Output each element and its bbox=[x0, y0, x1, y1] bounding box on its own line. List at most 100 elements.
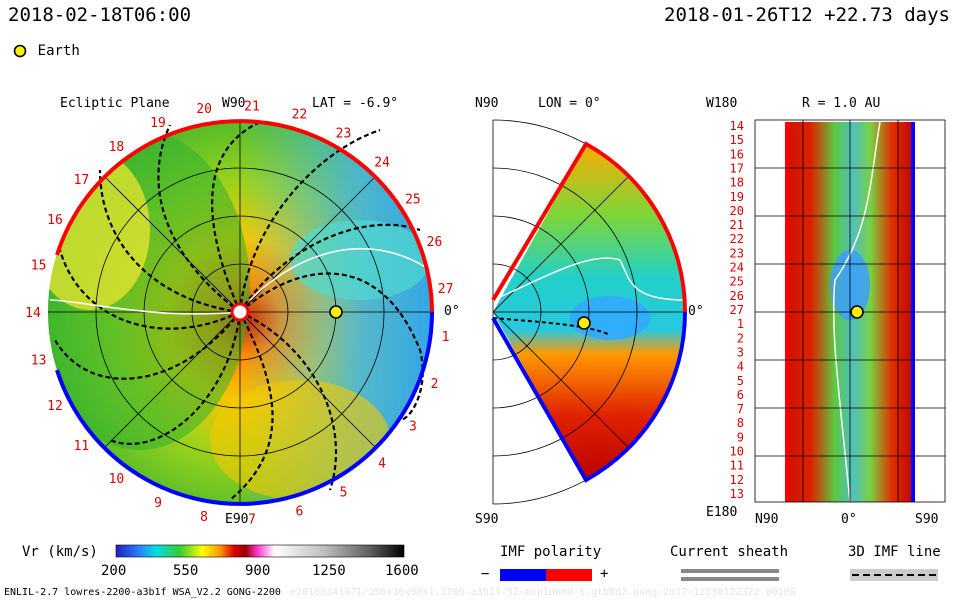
ecliptic-plane-panel bbox=[48, 119, 434, 506]
meridional-bottom-label: S90 bbox=[475, 512, 499, 527]
ecliptic-ring-label: 8 bbox=[200, 510, 208, 525]
imf-polarity-bar bbox=[500, 569, 592, 581]
radial-row-label: 1 bbox=[737, 317, 744, 331]
ecliptic-ring-label: 12 bbox=[47, 399, 63, 414]
earth-marker-radial bbox=[850, 305, 864, 319]
imf3d-title: 3D IMF line bbox=[848, 544, 941, 560]
radial-row-label: 6 bbox=[737, 388, 744, 402]
run-info: 2018-01-26T12 +22.73 days bbox=[664, 4, 950, 26]
radial-row-label: 5 bbox=[737, 374, 744, 388]
meridional-right-label: 0° bbox=[688, 304, 704, 319]
colorbar-tick-900: 900 bbox=[245, 563, 271, 579]
earth-legend-label: Earth bbox=[37, 43, 80, 59]
radial-row-label: 21 bbox=[730, 218, 744, 232]
ecliptic-ring-label: 11 bbox=[74, 439, 90, 454]
ecliptic-ring-label: 17 bbox=[74, 173, 90, 188]
model-info: ENLIL-2.7 lowres-2200-a3b1f WSA_V2.2 GON… bbox=[4, 587, 281, 598]
ecliptic-ring-label: 14 bbox=[25, 306, 41, 321]
radial-row-label: 14 bbox=[730, 119, 744, 133]
faded-run-info: e20180341071/256x30x90x1.2200-a3b1f-52-m… bbox=[290, 587, 796, 598]
ecliptic-ring-label: 27 bbox=[438, 282, 454, 297]
ecliptic-lat-label: LAT = -6.9° bbox=[312, 96, 399, 111]
radial-row-label: 19 bbox=[730, 190, 744, 204]
imf-minus-label: − bbox=[481, 566, 490, 582]
ecliptic-ring-label: 10 bbox=[109, 472, 125, 487]
ecliptic-ring-label: 20 bbox=[196, 102, 212, 117]
colorbar-tick-1250: 1250 bbox=[312, 563, 346, 579]
imf3d-line-symbol bbox=[850, 569, 938, 581]
ecliptic-ring-label: 9 bbox=[154, 496, 162, 511]
meridional-top-label: N90 bbox=[475, 96, 499, 111]
radial-row-label: 22 bbox=[730, 232, 744, 246]
radial-x-label-south: S90 bbox=[915, 512, 939, 527]
radial-row-label: 23 bbox=[730, 246, 744, 260]
radial-title: R = 1.0 AU bbox=[802, 96, 881, 111]
earth-marker-meridional bbox=[577, 316, 591, 330]
ecliptic-ring-label: 15 bbox=[31, 258, 47, 273]
ecliptic-ring-label: 26 bbox=[427, 235, 443, 250]
colorbar-tick-200: 200 bbox=[101, 563, 127, 579]
radial-row-label: 25 bbox=[730, 275, 744, 289]
ecliptic-ring-label: 3 bbox=[409, 420, 417, 435]
ecliptic-ring-label: 22 bbox=[292, 108, 308, 123]
meridional-lon-label: LON = 0° bbox=[538, 96, 601, 111]
radial-row-label: 12 bbox=[730, 473, 744, 487]
radial-row-label: 17 bbox=[730, 162, 744, 176]
ecliptic-ring-label: 6 bbox=[295, 504, 303, 519]
colorbar-label: Vr (km/s) bbox=[22, 544, 98, 560]
ecliptic-right-label: 0° bbox=[444, 304, 460, 319]
radial-panel bbox=[754, 119, 946, 503]
current-sheath-title: Current sheath bbox=[670, 544, 789, 560]
radial-row-label: 26 bbox=[730, 289, 744, 303]
radial-carrington-labels: 1415161718192021222324252627123456789101… bbox=[730, 119, 744, 501]
ecliptic-ring-label: 23 bbox=[336, 127, 352, 142]
earth-legend: Earth bbox=[12, 40, 80, 59]
imf-plus-label: + bbox=[600, 566, 609, 582]
radial-row-label: 13 bbox=[730, 487, 744, 501]
radial-row-label: 11 bbox=[730, 459, 744, 473]
radial-row-label: 4 bbox=[737, 360, 744, 374]
radial-row-label: 9 bbox=[737, 430, 744, 444]
radial-row-label: 10 bbox=[730, 445, 744, 459]
colorbar-tick-1600: 1600 bbox=[385, 563, 419, 579]
ecliptic-ring-label: 4 bbox=[378, 457, 386, 472]
ecliptic-top-label: W90 bbox=[222, 96, 246, 111]
radial-top-label: W180 bbox=[706, 96, 738, 111]
ecliptic-ring-label: 5 bbox=[340, 485, 348, 500]
ecliptic-ring-label: 7 bbox=[248, 513, 256, 528]
earth-marker-icon bbox=[13, 44, 27, 57]
radial-row-label: 16 bbox=[730, 147, 744, 161]
ecliptic-ring-label: 24 bbox=[374, 155, 390, 170]
ecliptic-ring-label: 25 bbox=[405, 192, 421, 207]
ecliptic-ring-label: 21 bbox=[244, 99, 260, 114]
ecliptic-title: Ecliptic Plane bbox=[60, 96, 170, 111]
imf-polarity-title: IMF polarity bbox=[500, 544, 602, 560]
radial-row-label: 15 bbox=[730, 133, 744, 147]
ecliptic-ring-label: 13 bbox=[31, 354, 47, 369]
radial-x-label-center: 0° bbox=[841, 512, 857, 527]
radial-row-label: 7 bbox=[737, 402, 744, 416]
radial-row-label: 2 bbox=[737, 331, 744, 345]
meridional-plane-panel bbox=[491, 119, 687, 505]
ecliptic-ring-label: 2 bbox=[431, 377, 439, 392]
timestamp: 2018-02-18T06:00 bbox=[8, 4, 192, 26]
radial-row-label: 20 bbox=[730, 204, 744, 218]
ecliptic-bottom-label: E90 bbox=[225, 512, 249, 527]
current-sheath-symbol bbox=[681, 569, 779, 581]
radial-bottom-label: E180 bbox=[706, 505, 738, 520]
ecliptic-ring-label: 1 bbox=[442, 330, 450, 345]
radial-row-label: 3 bbox=[737, 346, 744, 360]
radial-x-label-north: N90 bbox=[755, 512, 779, 527]
earth-marker-ecliptic bbox=[329, 305, 343, 319]
radial-row-label: 8 bbox=[737, 416, 744, 430]
radial-row-label: 27 bbox=[730, 303, 744, 317]
radial-row-label: 24 bbox=[730, 261, 744, 275]
colorbar-tick-550: 550 bbox=[173, 563, 199, 579]
ecliptic-ring-label: 18 bbox=[109, 140, 125, 155]
colorbar bbox=[115, 544, 405, 558]
radial-row-label: 18 bbox=[730, 176, 744, 190]
ecliptic-ring-label: 19 bbox=[150, 116, 166, 131]
ecliptic-ring-label: 16 bbox=[47, 213, 63, 228]
